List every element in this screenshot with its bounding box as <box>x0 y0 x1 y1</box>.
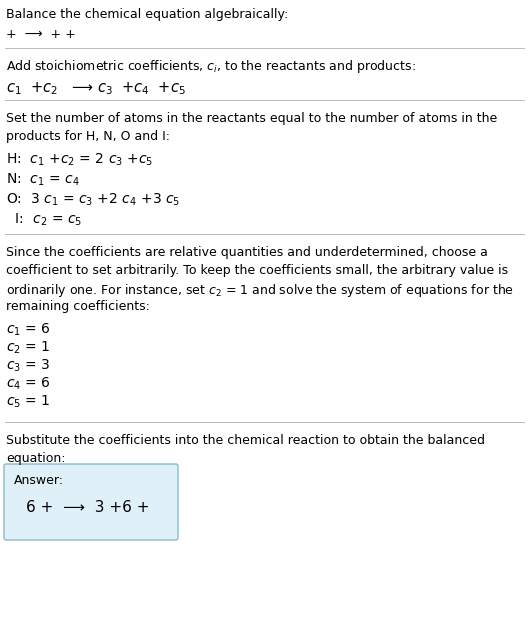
Text: $c_1$  +$c_2$   ⟶ $c_3$  +$c_4$  +$c_5$: $c_1$ +$c_2$ ⟶ $c_3$ +$c_4$ +$c_5$ <box>6 80 186 96</box>
Text: Since the coefficients are relative quantities and underdetermined, choose a: Since the coefficients are relative quan… <box>6 246 488 259</box>
Text: $c_3$ = 3: $c_3$ = 3 <box>6 358 50 374</box>
Text: O:  3 $c_1$ = $c_3$ +2 $c_4$ +3 $c_5$: O: 3 $c_1$ = $c_3$ +2 $c_4$ +3 $c_5$ <box>6 192 180 208</box>
Text: Substitute the coefficients into the chemical reaction to obtain the balanced: Substitute the coefficients into the che… <box>6 434 485 447</box>
Text: Balance the chemical equation algebraically:: Balance the chemical equation algebraica… <box>6 8 288 21</box>
Text: +  ⟶  + +: + ⟶ + + <box>6 28 76 41</box>
Text: $c_1$ = 6: $c_1$ = 6 <box>6 322 51 338</box>
Text: Answer:: Answer: <box>14 474 64 487</box>
Text: coefficient to set arbitrarily. To keep the coefficients small, the arbitrary va: coefficient to set arbitrarily. To keep … <box>6 264 508 277</box>
Text: N:  $c_1$ = $c_4$: N: $c_1$ = $c_4$ <box>6 172 80 188</box>
FancyBboxPatch shape <box>4 464 178 540</box>
Text: Set the number of atoms in the reactants equal to the number of atoms in the: Set the number of atoms in the reactants… <box>6 112 497 125</box>
Text: $c_2$ = 1: $c_2$ = 1 <box>6 340 50 356</box>
Text: $c_4$ = 6: $c_4$ = 6 <box>6 376 51 392</box>
Text: equation:: equation: <box>6 452 66 465</box>
Text: remaining coefficients:: remaining coefficients: <box>6 300 150 313</box>
Text: $c_5$ = 1: $c_5$ = 1 <box>6 394 50 410</box>
Text: 6 +  ⟶  3 +6 +: 6 + ⟶ 3 +6 + <box>26 500 150 515</box>
Text: I:  $c_2$ = $c_5$: I: $c_2$ = $c_5$ <box>6 212 82 228</box>
Text: products for H, N, O and I:: products for H, N, O and I: <box>6 130 170 143</box>
Text: ordinarily one. For instance, set $c_2$ = 1 and solve the system of equations fo: ordinarily one. For instance, set $c_2$ … <box>6 282 514 299</box>
Text: H:  $c_1$ +$c_2$ = 2 $c_3$ +$c_5$: H: $c_1$ +$c_2$ = 2 $c_3$ +$c_5$ <box>6 152 153 168</box>
Text: Add stoichiometric coefficients, $c_i$, to the reactants and products:: Add stoichiometric coefficients, $c_i$, … <box>6 58 416 75</box>
